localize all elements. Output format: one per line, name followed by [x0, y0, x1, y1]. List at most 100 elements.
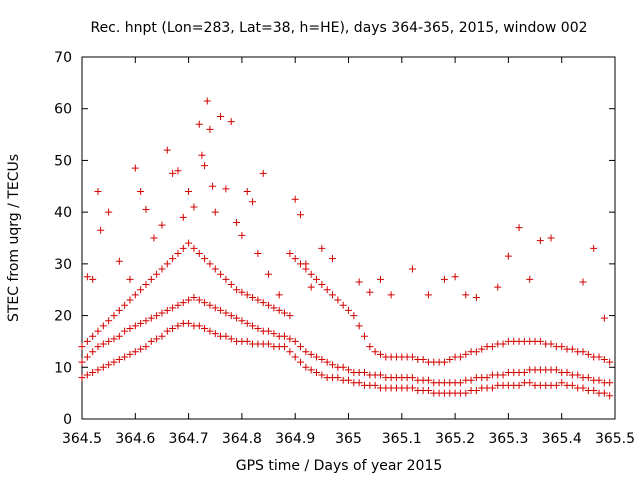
data-point — [547, 234, 555, 242]
data-point — [190, 244, 198, 252]
data-point — [302, 260, 310, 268]
data-point — [313, 275, 321, 283]
data-point — [174, 250, 182, 258]
data-point — [147, 275, 155, 283]
data-point — [126, 325, 134, 332]
data-point — [536, 337, 544, 345]
data-point — [600, 389, 608, 397]
data-point — [78, 358, 86, 366]
data-point — [233, 286, 241, 294]
x-tick-label: 364.9 — [275, 431, 315, 447]
data-point — [478, 345, 486, 353]
data-point — [249, 322, 257, 330]
data-point — [243, 291, 251, 299]
data-point — [318, 371, 326, 379]
y-axis: 0 10 20 30 40 50 60 70 — [54, 50, 615, 428]
data-point — [89, 332, 97, 340]
data-point — [243, 337, 251, 345]
data-point — [249, 198, 257, 206]
data-point — [126, 275, 134, 283]
data-point — [89, 368, 97, 376]
data-point — [94, 343, 102, 351]
data-point — [137, 187, 145, 195]
data-point — [488, 384, 496, 392]
data-point — [286, 312, 294, 320]
data-point — [222, 332, 230, 340]
data-point — [83, 337, 91, 345]
data-point — [126, 350, 134, 358]
data-point — [462, 389, 470, 397]
data-point — [350, 312, 358, 320]
data-point — [169, 169, 177, 177]
data-point — [408, 353, 416, 361]
data-point — [499, 371, 507, 379]
data-point — [201, 325, 209, 332]
data-point — [275, 291, 283, 299]
data-point — [211, 265, 219, 273]
data-point — [376, 275, 384, 283]
data-point — [270, 304, 278, 312]
data-point — [265, 301, 273, 309]
data-point — [552, 366, 560, 374]
data-point — [313, 353, 321, 361]
data-point — [558, 379, 566, 387]
data-point — [329, 255, 337, 263]
y-axis-label: STEC from uqrg / TECUs — [6, 154, 22, 322]
data-point — [408, 374, 416, 382]
data-point — [291, 353, 299, 361]
data-point — [595, 353, 603, 361]
x-tick-label: 365 — [335, 431, 362, 447]
data-point — [89, 275, 97, 283]
data-point — [494, 283, 502, 291]
data-point — [195, 322, 203, 330]
data-point — [462, 291, 470, 299]
data-point — [105, 317, 113, 325]
data-point — [190, 203, 198, 211]
x-axis: 364.5 364.6 364.7 364.8 364.9 365 365.1 365.2 36… — [62, 57, 635, 447]
data-point — [472, 348, 480, 356]
data-point — [286, 335, 294, 343]
data-point — [211, 330, 219, 338]
data-point — [318, 356, 326, 364]
data-point — [206, 327, 214, 335]
data-point — [83, 273, 91, 281]
data-point — [153, 270, 161, 278]
data-point — [185, 239, 193, 247]
data-point — [270, 330, 278, 338]
data-point — [174, 301, 182, 309]
data-point — [345, 306, 352, 314]
data-point — [318, 244, 326, 252]
data-point — [563, 368, 571, 376]
data-point — [595, 376, 603, 384]
data-point — [307, 283, 315, 291]
data-point — [150, 234, 158, 242]
data-point — [259, 299, 267, 307]
data-point — [195, 296, 203, 304]
data-point — [163, 146, 171, 154]
data-point — [515, 224, 523, 232]
data-point — [243, 187, 251, 195]
data-point — [105, 208, 113, 216]
data-point — [211, 208, 219, 216]
data-point — [281, 343, 289, 351]
data-point — [419, 356, 427, 364]
data-point — [179, 299, 187, 307]
data-point — [137, 319, 145, 327]
data-point — [424, 376, 432, 384]
data-point — [174, 322, 182, 330]
x-tick-label: 364.7 — [169, 431, 209, 447]
data-point — [201, 255, 209, 263]
data-point — [131, 348, 139, 356]
data-point — [126, 296, 134, 304]
data-point — [291, 337, 299, 345]
data-point — [227, 281, 235, 289]
y-tick-label: 60 — [54, 102, 72, 118]
data-point — [606, 379, 614, 387]
data-point — [360, 332, 368, 340]
data-point — [499, 340, 507, 348]
data-point — [558, 343, 566, 351]
data-point — [281, 332, 289, 340]
data-point — [291, 255, 299, 263]
data-point — [211, 304, 219, 312]
data-point — [371, 348, 379, 356]
